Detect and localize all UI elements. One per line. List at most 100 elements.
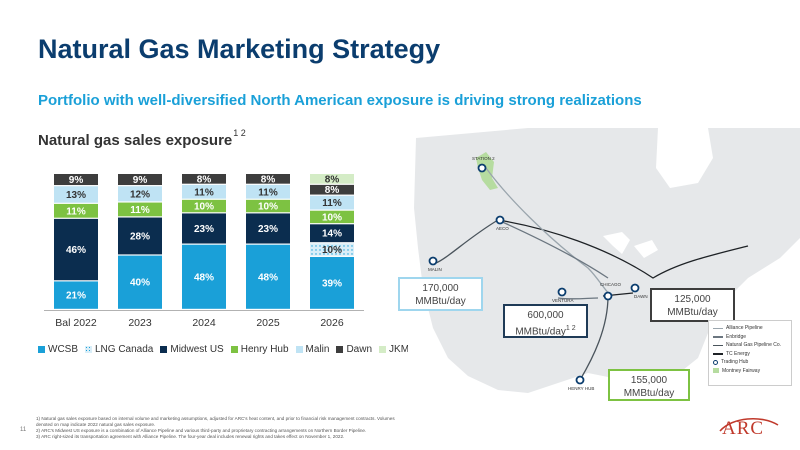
x-tick-label: 2025	[256, 317, 280, 329]
legend-item-henry-hub: Henry Hub	[230, 344, 289, 355]
bar-segment-midwest-us-2023	[118, 217, 162, 255]
great-lakes	[603, 232, 658, 258]
legend-label: Dawn	[346, 344, 373, 355]
bar-label-henry-hub-2025: 10%	[258, 202, 278, 213]
bar-segment-malin-2026	[310, 195, 354, 210]
bar-segment-henry-hub-2026	[310, 210, 354, 224]
bar-label-henry-hub-2023: 11%	[130, 205, 150, 216]
bar-segment-malin-2024	[182, 184, 226, 199]
bar-segment-dawn-2024	[182, 174, 226, 184]
legend-item-midwest-us: Midwest US	[160, 344, 224, 355]
bar-label-wcsb-2024: 48%	[194, 272, 214, 283]
bar-label-wcsb-bal-2022: 21%	[66, 291, 86, 302]
pipeline-to-ventura	[557, 297, 599, 300]
chart-title: Natural gas sales exposure1 2	[38, 128, 246, 149]
bar-segment-henry-hub-bal-2022	[54, 203, 98, 218]
legend-label: JKM	[389, 344, 410, 355]
hub-malin	[428, 256, 438, 266]
bar-segment-wcsb-2024	[182, 244, 226, 309]
bar-label-wcsb-2025: 48%	[258, 272, 278, 283]
bar-segment-midwest-us-bal-2022	[54, 218, 98, 281]
bar-label-wcsb-2023: 40%	[130, 278, 150, 289]
trading-hub-icon	[713, 359, 718, 365]
bar-segment-midwest-us-2026	[310, 224, 354, 243]
bar-label-dawn-2024: 8%	[197, 174, 212, 185]
montney-fairway-icon	[713, 368, 719, 374]
bar-segment-dawn-2025	[246, 174, 290, 184]
bar-segment-malin-2023	[118, 186, 162, 202]
bar-label-malin-bal-2022: 13%	[66, 190, 86, 201]
x-tick-label: 2026	[320, 317, 344, 329]
callout-midwest-volume: 600,000 MMBtu/day1 2	[503, 304, 588, 338]
city-label-ventura: VENTURA	[552, 298, 574, 303]
legend-label: Henry Hub	[240, 344, 289, 355]
legend-swatch	[85, 346, 92, 353]
legend-item-lng-canada: LNG Canada	[85, 344, 153, 355]
legend-item-jkm: JKM	[379, 344, 409, 355]
bar-segment-jkm-2026	[310, 174, 354, 184]
map-legend: Alliance Pipeline Enbridge Natural Gas P…	[708, 320, 792, 386]
legend-swatch	[295, 346, 303, 353]
footnote-3: 3) ARC right-sized its transportation ag…	[36, 434, 345, 439]
x-tick-label: 2023	[128, 317, 152, 329]
bar-label-lng-canada-2026: 10%	[322, 245, 342, 256]
bar-segment-dawn-2026	[310, 184, 354, 195]
arc-logo: ARC	[722, 418, 765, 439]
legend-swatch	[336, 346, 344, 353]
bar-segment-malin-2025	[246, 184, 290, 199]
pipeline-routes	[435, 167, 749, 381]
map-legend-montney: Montney Fairway	[713, 367, 787, 376]
pipeline-to-malin	[435, 219, 499, 264]
legend-swatch	[38, 346, 45, 353]
arc-logo-swoosh	[719, 417, 779, 432]
pipeline-enbridge	[497, 219, 609, 279]
legend-label: Midwest US	[170, 344, 224, 355]
bar-label-malin-2024: 11%	[194, 187, 214, 198]
bar-label-malin-2025: 11%	[258, 187, 278, 198]
bar-segment-wcsb-bal-2022	[54, 281, 98, 309]
pipeline-to-henry-hub	[579, 295, 609, 381]
bar-segment-malin-bal-2022	[54, 186, 98, 203]
bar-segment-henry-hub-2024	[182, 199, 226, 213]
legend-item-malin: Malin	[295, 344, 329, 355]
legend-swatch	[379, 346, 387, 353]
city-label-malin: MALIN	[428, 267, 442, 272]
legend-item-dawn: Dawn	[336, 344, 372, 355]
bar-label-malin-2023: 12%	[130, 189, 150, 200]
bar-segment-midwest-us-2025	[246, 213, 290, 244]
footnote-2: 2) ARC's Midwest US exposure is a combin…	[36, 428, 367, 433]
bar-label-dawn-2025: 8%	[261, 174, 276, 185]
x-tick-label: Bal 2022	[55, 317, 97, 329]
bar-segment-lng-canada-2026	[310, 243, 354, 256]
bar-segment-wcsb-2026	[310, 256, 354, 309]
callout-dawn-volume: 125,000 MMBtu/day	[650, 288, 735, 322]
legend-swatch	[230, 346, 238, 353]
callout-malin-volume: 170,000 MMBtu/day	[398, 277, 483, 311]
legend-label: WCSB	[48, 344, 78, 355]
bar-label-dawn-bal-2022: 9%	[69, 175, 84, 186]
x-tick-label: 2024	[192, 317, 216, 329]
bar-label-henry-hub-2026: 10%	[322, 212, 342, 223]
chart-title-superscript: 1 2	[233, 128, 246, 138]
bar-label-malin-2026: 11%	[322, 198, 342, 209]
hub-henry-hub	[575, 375, 585, 385]
city-label-dawn: DAWN	[634, 294, 648, 299]
bar-segment-wcsb-2025	[246, 244, 290, 309]
bar-label-midwest-us-2024: 23%	[194, 224, 214, 235]
bar-label-henry-hub-2024: 10%	[194, 202, 214, 213]
hub-ventura	[557, 287, 567, 297]
city-labels: STATION 2 AECO MALIN CHICAGO VENTURA DAW…	[428, 156, 648, 391]
footnotes: 1) Natural gas sales exposure based on i…	[36, 416, 406, 440]
bar-label-wcsb-2026: 39%	[322, 278, 342, 289]
page-title: Natural Gas Marketing Strategy	[38, 34, 441, 64]
map-legend-trading-hub: Trading Hub	[713, 358, 787, 367]
bar-segment-dawn-bal-2022	[54, 174, 98, 186]
map-legend-ngpl: Natural Gas Pipeline Co.	[713, 341, 787, 350]
page-number: 11	[20, 427, 27, 433]
bar-segment-dawn-2023	[118, 174, 162, 186]
footnote-1: 1) Natural gas sales exposure based on i…	[36, 416, 395, 427]
bar-segment-henry-hub-2025	[246, 199, 290, 213]
trading-hubs	[428, 163, 640, 385]
map-legend-enbridge: Enbridge	[713, 333, 787, 342]
map-legend-alliance: Alliance Pipeline	[713, 324, 787, 333]
